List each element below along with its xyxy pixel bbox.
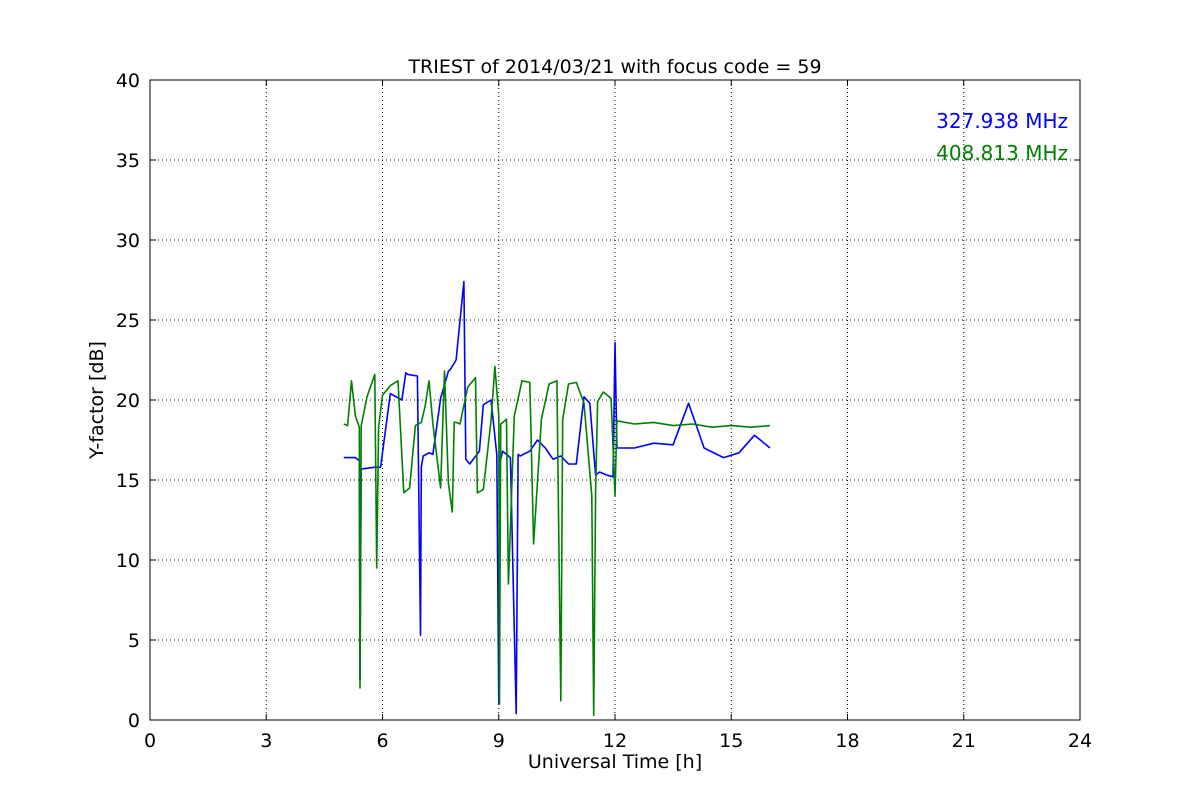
y-tick-label: 0 — [128, 710, 140, 732]
x-tick-label: 0 — [144, 730, 156, 752]
x-tick-labels: 0 3 6 9 12 15 18 21 24 — [144, 730, 1092, 752]
y-tick-label: 10 — [116, 550, 140, 572]
legend-entry-1: 327.938 MHz — [936, 109, 1068, 133]
series-layer — [343, 280, 771, 716]
legend: 327.938 MHz 408.813 MHz — [936, 109, 1068, 165]
chart-title: TRIEST of 2014/03/21 with focus code = 5… — [407, 56, 821, 78]
x-tick-label: 15 — [719, 730, 743, 752]
x-axis-title: Universal Time [h] — [528, 751, 702, 773]
x-tick-label: 18 — [835, 730, 859, 752]
x-tick-label: 21 — [952, 730, 976, 752]
y-tick-label: 20 — [116, 390, 140, 412]
y-tick-label: 15 — [116, 470, 140, 492]
x-tick-label: 6 — [376, 730, 388, 752]
y-axis-title: Y-factor [dB] — [86, 341, 108, 460]
y-tick-label: 35 — [116, 150, 140, 172]
x-tick-label: 9 — [493, 730, 505, 752]
y-tick-label: 5 — [128, 630, 140, 652]
x-tick-label: 3 — [260, 730, 272, 752]
axis-ticks — [149, 79, 1081, 721]
legend-entry-2: 408.813 MHz — [936, 141, 1068, 165]
y-tick-label: 40 — [116, 70, 140, 92]
y-tick-labels: 0 5 10 15 20 25 30 35 40 — [116, 70, 140, 732]
y-tick-label: 25 — [116, 310, 140, 332]
x-tick-label: 12 — [603, 730, 627, 752]
series-line-2 — [343, 365, 771, 716]
y-tick-label: 30 — [116, 230, 140, 252]
x-tick-label: 24 — [1068, 730, 1092, 752]
